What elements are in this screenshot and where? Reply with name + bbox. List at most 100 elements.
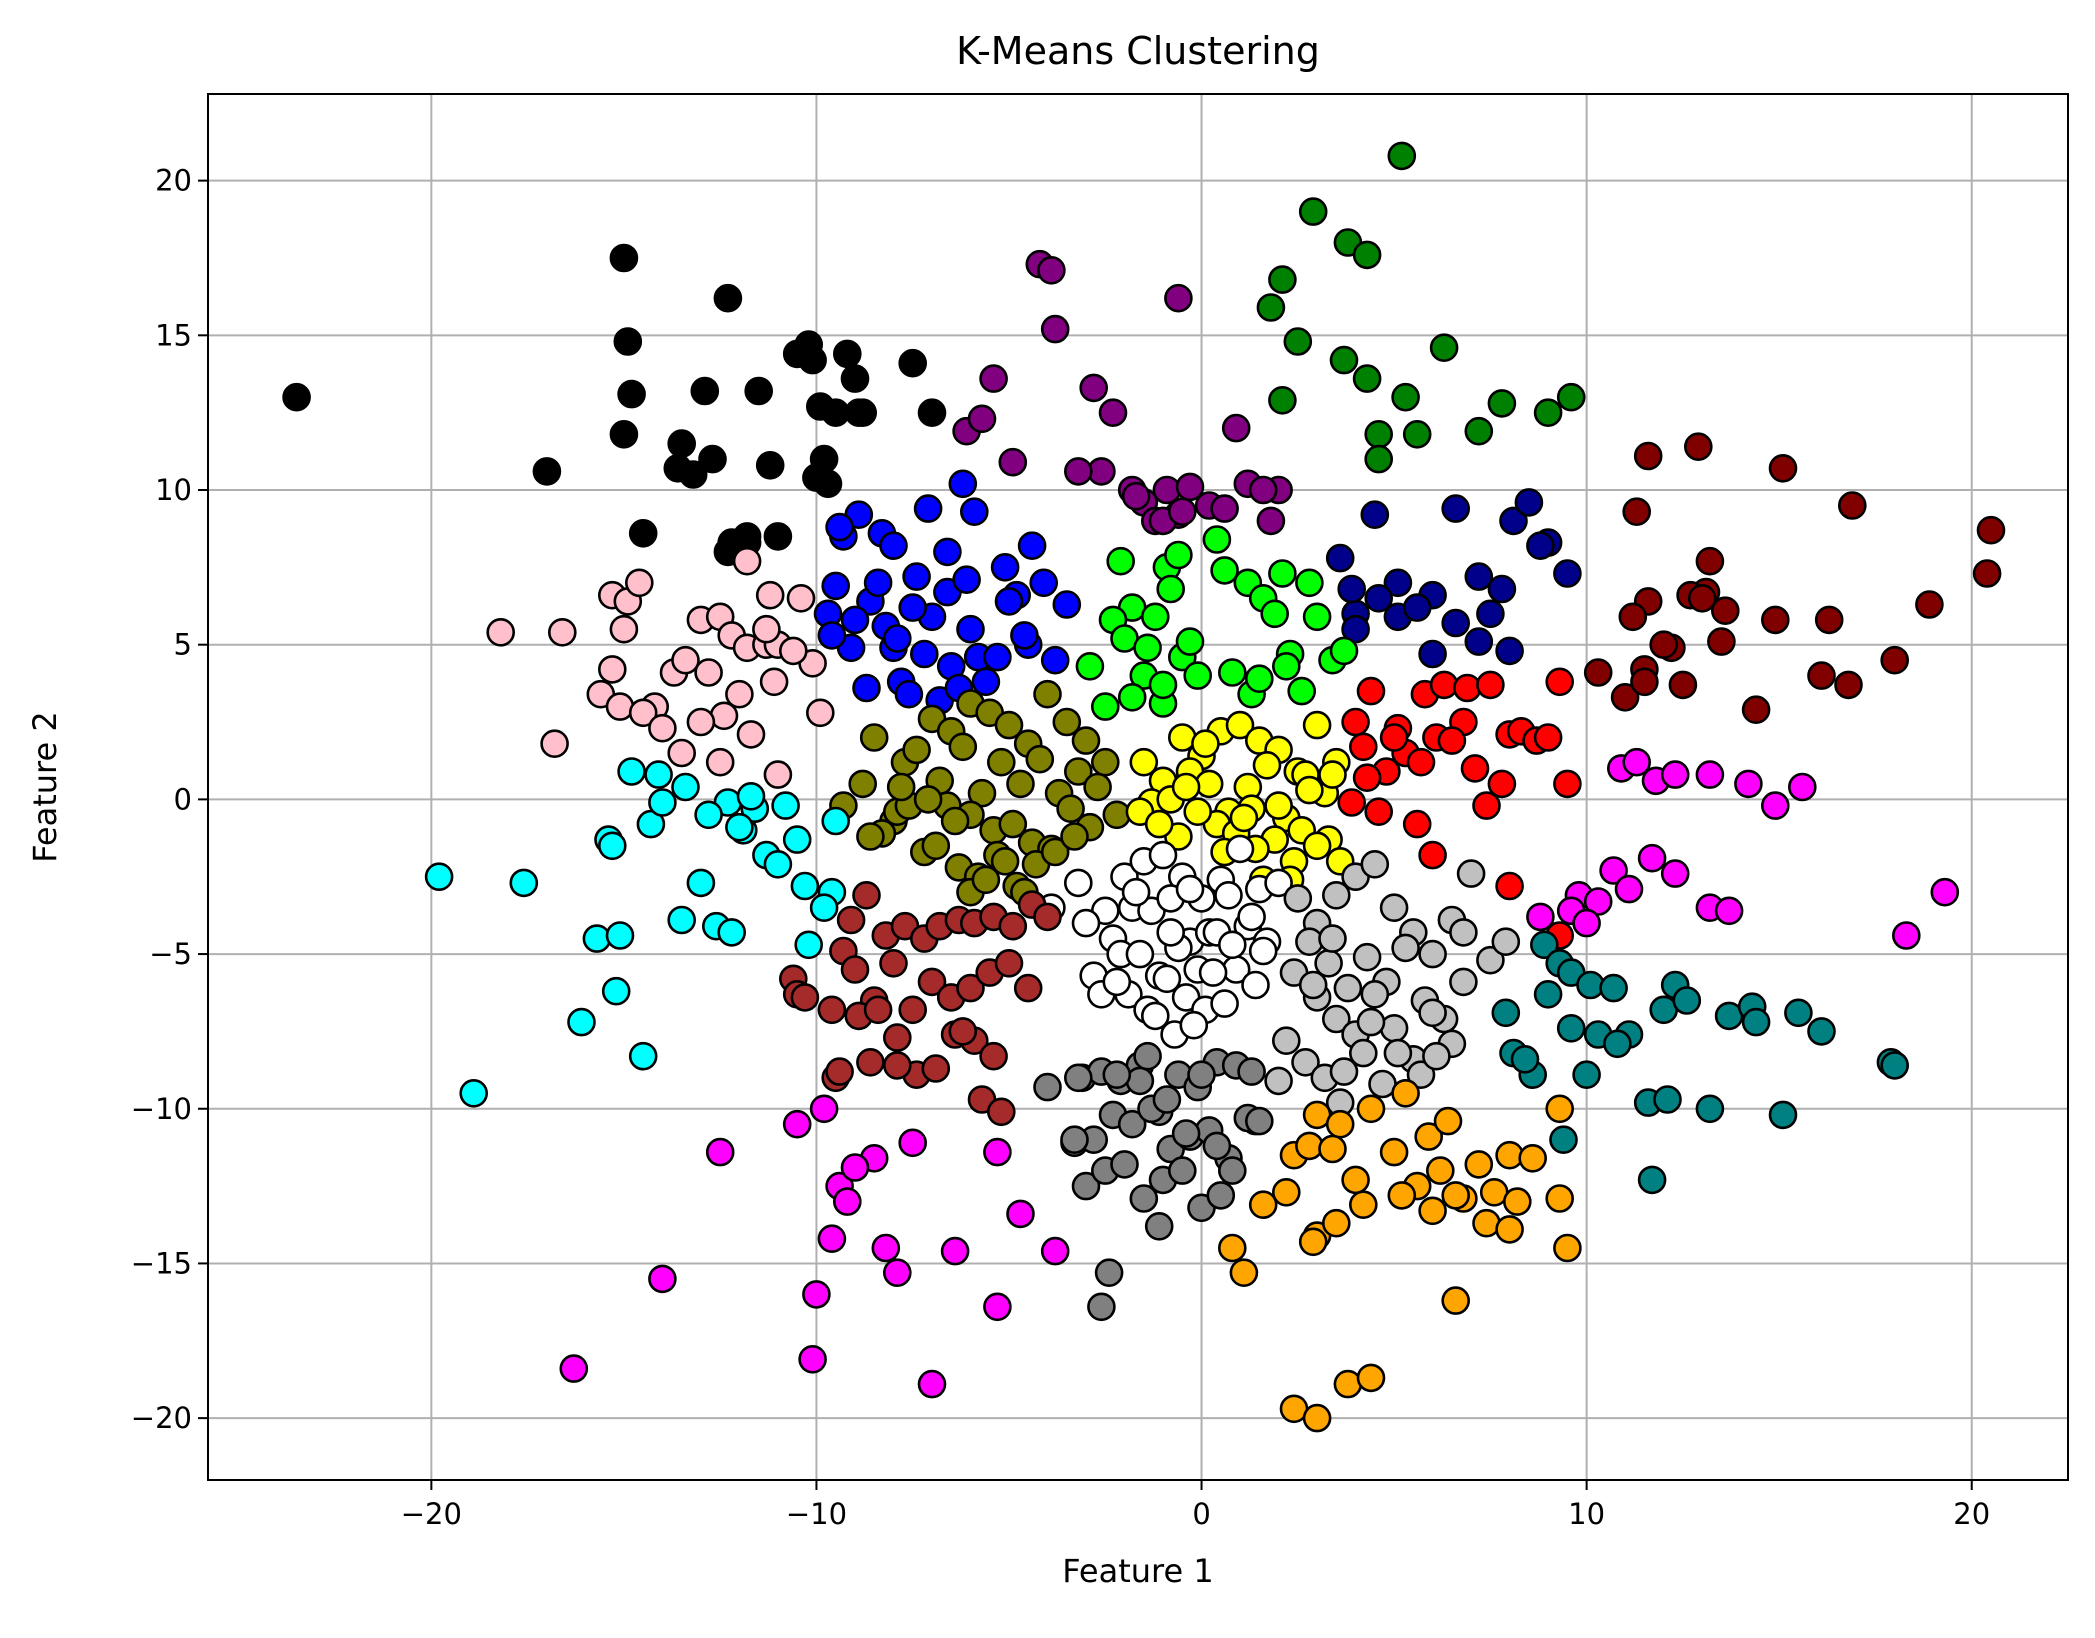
data-point	[1144, 809, 1174, 839]
data-point	[1052, 590, 1082, 619]
data-point	[983, 1292, 1012, 1322]
data-point	[1418, 1196, 1447, 1226]
data-point	[840, 955, 870, 984]
data-point	[894, 679, 924, 709]
data-point	[671, 645, 700, 675]
data-point	[636, 809, 666, 839]
data-point	[1556, 1014, 1586, 1043]
data-point	[1453, 673, 1482, 703]
data-point	[898, 593, 928, 622]
data-point	[1414, 1122, 1443, 1151]
data-point	[886, 772, 916, 802]
data-point	[713, 283, 743, 313]
data-point	[1148, 840, 1178, 870]
data-point	[940, 1236, 970, 1266]
data-point	[605, 921, 635, 950]
data-point	[879, 948, 908, 978]
data-point	[1079, 373, 1108, 403]
data-point	[1091, 692, 1120, 721]
data-point	[863, 568, 893, 598]
data-point	[1379, 723, 1409, 752]
data-point	[1807, 661, 1836, 690]
data-point	[698, 444, 727, 474]
data-point	[859, 723, 889, 752]
data-point	[1040, 837, 1070, 867]
data-point	[582, 924, 612, 953]
data-point	[1572, 908, 1601, 938]
data-point	[1268, 559, 1297, 588]
data-point	[1040, 1236, 1070, 1266]
data-point	[1437, 726, 1467, 755]
data-point	[1194, 769, 1224, 799]
data-point	[1418, 840, 1447, 870]
data-point	[1660, 760, 1690, 789]
data-point	[1476, 670, 1505, 700]
data-point	[1229, 1258, 1259, 1287]
data-point	[705, 1137, 735, 1167]
data-point	[1102, 1060, 1132, 1089]
y-tick-label: 20	[155, 164, 192, 198]
data-point	[1102, 800, 1132, 830]
data-point	[1545, 1094, 1574, 1124]
data-point	[786, 583, 816, 613]
data-point	[1429, 670, 1459, 700]
data-point	[1761, 791, 1790, 820]
data-point	[1614, 874, 1644, 904]
data-point	[1491, 927, 1521, 957]
data-point	[998, 447, 1028, 477]
data-point	[1476, 599, 1505, 629]
data-point	[821, 806, 851, 836]
data-point	[1495, 1140, 1524, 1170]
data-point	[1972, 559, 2002, 588]
grid	[208, 94, 2068, 1480]
data-point	[852, 880, 881, 910]
data-point	[1302, 831, 1332, 861]
axis-ticks: −20 −10 0 10 20 −20 −15 −10 −5 0 5 10 15 20	[131, 164, 1990, 1531]
data-point	[624, 568, 654, 598]
data-point	[1838, 491, 1867, 520]
data-point	[856, 1048, 885, 1077]
data-point	[1164, 540, 1193, 570]
data-point	[694, 658, 723, 687]
data-point	[836, 905, 866, 935]
data-point	[1649, 630, 1678, 660]
data-point	[486, 617, 516, 647]
data-point	[1533, 979, 1563, 1009]
data-point	[648, 788, 677, 817]
data-point	[1352, 240, 1382, 270]
data-point	[917, 398, 947, 428]
data-point	[967, 404, 997, 434]
data-point	[663, 453, 693, 483]
data-point	[690, 376, 720, 406]
data-point	[609, 419, 639, 449]
data-point	[424, 862, 454, 892]
data-point	[1144, 1212, 1174, 1241]
data-point	[1198, 958, 1228, 987]
data-point	[1352, 942, 1382, 972]
data-point	[1325, 543, 1355, 573]
data-point	[1229, 803, 1259, 833]
data-point	[1418, 998, 1447, 1028]
data-point	[1056, 794, 1085, 824]
data-point	[1464, 627, 1494, 656]
data-point	[1379, 893, 1409, 923]
data-point	[813, 469, 843, 499]
data-point	[956, 973, 985, 1003]
data-point	[1202, 1131, 1232, 1161]
data-point	[1164, 283, 1193, 313]
data-point	[1391, 382, 1420, 412]
data-point	[1272, 1026, 1301, 1055]
data-point	[1298, 197, 1328, 226]
data-point	[1329, 1057, 1359, 1086]
data-point	[879, 531, 908, 561]
data-point	[798, 1345, 827, 1374]
y-axis-title: Feature 2	[26, 711, 64, 862]
data-point	[1880, 1051, 1909, 1080]
data-point	[909, 639, 939, 669]
data-point	[1040, 314, 1070, 344]
data-point	[1352, 364, 1382, 393]
x-tick-label: 10	[1568, 1497, 1605, 1531]
data-point	[1087, 1292, 1116, 1322]
data-point	[921, 1054, 951, 1083]
data-point	[648, 1264, 677, 1294]
